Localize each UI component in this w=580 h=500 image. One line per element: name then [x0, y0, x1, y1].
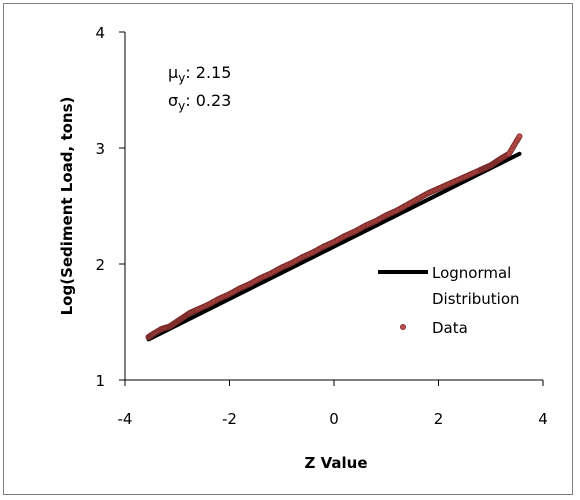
- lognormal-distribution-line: [146, 151, 522, 342]
- sigma-value: : 0.23: [185, 91, 231, 110]
- mu-value: : 2.15: [185, 63, 231, 82]
- x-tick-label: 0: [329, 410, 339, 428]
- x-tick-label: -2: [222, 410, 237, 428]
- chart-frame: [3, 3, 573, 495]
- sigma-subscript: y: [178, 99, 185, 113]
- y-tick-label: 3: [95, 140, 105, 158]
- y-tick-label: 1: [95, 372, 105, 390]
- x-tick-label: -4: [118, 410, 133, 428]
- x-tick-label: 2: [434, 410, 444, 428]
- mu-annotation: μy: 2.15: [168, 63, 231, 85]
- sigma-annotation: σy: 0.23: [168, 91, 231, 113]
- y-tick-label: 4: [95, 24, 105, 42]
- legend-label-data: Data: [432, 319, 468, 337]
- x-axis-title: Z Value: [304, 454, 367, 472]
- legend: Lognormal Distribution Data: [378, 264, 520, 337]
- sigma-symbol: σ: [168, 91, 178, 110]
- legend-point-swatch: [399, 323, 406, 330]
- data-point: [516, 133, 523, 140]
- y-axis-title: Log(Sediment Load, tons): [58, 97, 76, 316]
- x-tick-label: 4: [538, 410, 548, 428]
- legend-label-lognormal-2: Distribution: [432, 290, 520, 308]
- mu-symbol: μ: [168, 63, 178, 82]
- y-tick-label: 2: [95, 256, 105, 274]
- legend-label-lognormal-1: Lognormal: [432, 264, 511, 282]
- mu-subscript: y: [178, 71, 185, 85]
